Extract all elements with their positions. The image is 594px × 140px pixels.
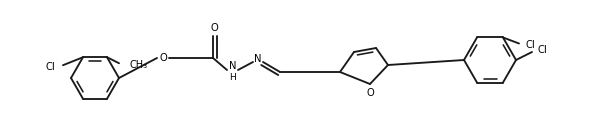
Text: H: H <box>230 73 236 81</box>
Text: O: O <box>159 53 167 63</box>
Text: O: O <box>366 88 374 98</box>
Text: CH₃: CH₃ <box>129 60 147 70</box>
Text: N: N <box>229 61 237 71</box>
Text: N: N <box>254 54 262 64</box>
Text: Cl: Cl <box>538 45 548 55</box>
Text: Cl: Cl <box>45 62 55 72</box>
Text: Cl: Cl <box>525 40 535 51</box>
Text: O: O <box>211 23 219 33</box>
